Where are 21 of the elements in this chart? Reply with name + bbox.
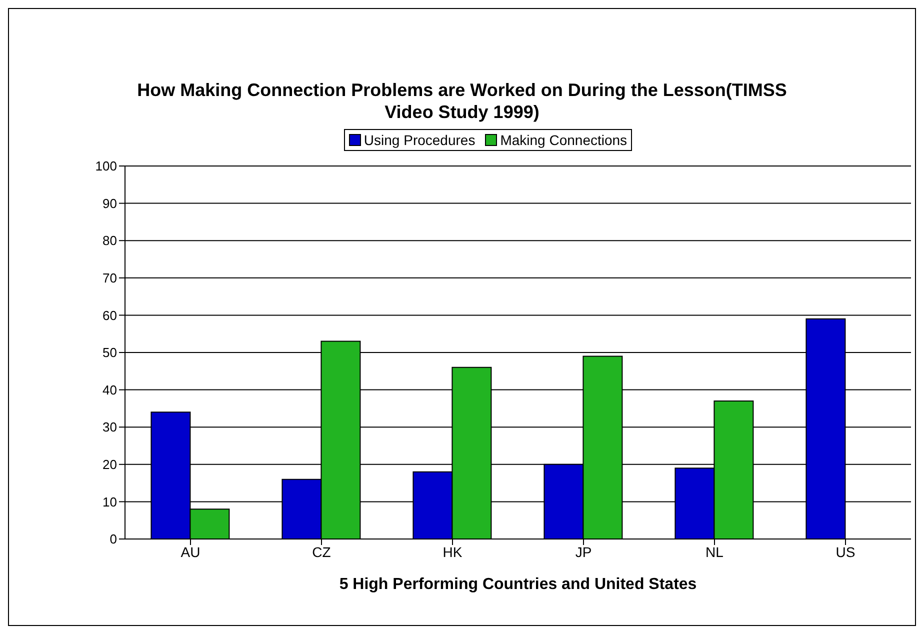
- y-tick-label: 60: [102, 308, 117, 323]
- x-axis-title: 5 High Performing Countries and United States: [339, 576, 697, 593]
- chart-title: How Making Connection Problems are Worked on During the Lesson(TIMSS Video Study 1999): [136, 79, 788, 124]
- y-tick-label: 10: [102, 494, 117, 510]
- y-tick-label: 90: [102, 196, 117, 211]
- x-tick-label: HK: [442, 544, 463, 560]
- x-tick-label: JP: [575, 544, 592, 560]
- y-tick-label: 50: [102, 345, 117, 360]
- y-tick-label: 70: [102, 270, 117, 286]
- y-tick-label: 100: [95, 158, 117, 174]
- x-tick-label: US: [836, 544, 856, 560]
- x-tick-label: CZ: [312, 544, 332, 560]
- y-tick-label: 40: [102, 382, 117, 398]
- legend-label: Making Connections: [499, 132, 628, 148]
- x-tick-label: NL: [706, 544, 724, 560]
- y-tick-label: 30: [102, 420, 117, 435]
- x-tick-label: AU: [180, 544, 200, 560]
- y-tick-label: 20: [102, 457, 117, 472]
- y-tick-label: 80: [102, 233, 117, 248]
- legend-label: Using Procedures: [362, 132, 476, 148]
- y-tick-label: 0: [110, 532, 117, 547]
